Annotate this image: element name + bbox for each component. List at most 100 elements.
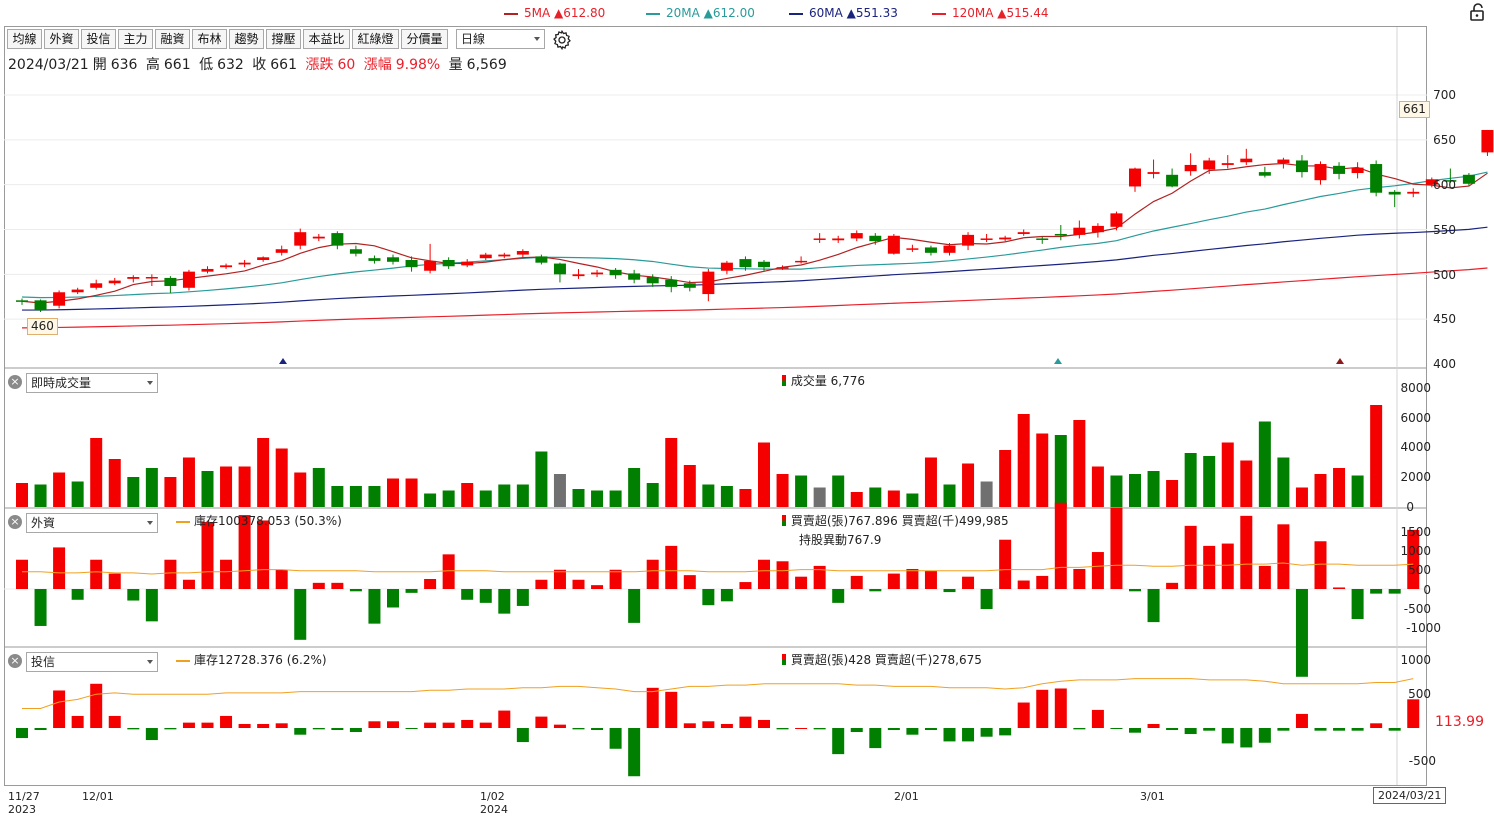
trust-bar <box>1073 728 1086 730</box>
pe-ratio-button[interactable]: 本益比 <box>303 29 350 49</box>
candle-body <box>1462 174 1475 184</box>
candle-body <box>1166 174 1179 187</box>
volume-bar <box>999 450 1012 507</box>
close-volume-panel-icon[interactable]: × <box>8 375 22 389</box>
trust-bar <box>1110 728 1123 729</box>
trust-bar <box>71 715 84 728</box>
volume-bar <box>349 486 362 507</box>
volume-bar <box>312 468 325 507</box>
volume-bar <box>535 451 548 507</box>
foreign-bar <box>1203 545 1216 589</box>
trust-bar <box>1129 728 1141 733</box>
period-select[interactable]: 日線 <box>456 29 545 49</box>
trust-bar <box>980 728 993 737</box>
foreign-bar <box>479 589 492 603</box>
trust-bar <box>1333 728 1346 731</box>
foreign-panel-select[interactable]: 外資 <box>26 513 158 533</box>
volume-bar <box>906 493 919 507</box>
ma60-line <box>22 226 1488 311</box>
support-resistance-button[interactable]: 撐壓 <box>266 29 301 49</box>
trust-bar <box>479 722 492 728</box>
trust-net: 買賣超(張)428 買賣超(千)278,675 <box>790 653 982 667</box>
unlock-icon[interactable] <box>1470 3 1486 21</box>
volume-bar <box>702 484 715 507</box>
trust-bar <box>1036 689 1049 728</box>
low-price-tag: 460 <box>27 318 58 335</box>
signal-marker <box>279 358 287 364</box>
volume-bar <box>850 492 863 507</box>
volume-bar <box>424 493 437 507</box>
trust-side-value: 113.99 <box>1435 714 1484 730</box>
foreign-button[interactable]: 外資 <box>44 29 79 49</box>
candle-body <box>572 274 585 277</box>
candle-body <box>1351 167 1364 174</box>
trust-bar <box>1277 728 1290 731</box>
volume-profile-button[interactable]: 分價量 <box>401 29 448 49</box>
ma120-swatch <box>932 12 946 15</box>
candle-body <box>924 247 937 253</box>
ma120-line <box>21 267 1488 329</box>
trust-bar <box>220 715 233 728</box>
foreign-bar <box>498 589 511 614</box>
volume-bar <box>368 486 381 507</box>
close-trust-panel-icon[interactable]: × <box>8 654 22 668</box>
foreign-bar <box>572 579 585 589</box>
ma20-swatch <box>646 12 660 15</box>
foreign-bar <box>1073 568 1086 589</box>
candle-body <box>1314 164 1327 181</box>
volume-bar <box>962 463 975 507</box>
volume-bar <box>609 490 622 507</box>
volume-bar <box>1166 480 1179 507</box>
trend-button[interactable]: 趨勢 <box>229 29 264 49</box>
foreign-bar <box>34 589 47 626</box>
candle-body <box>609 269 622 276</box>
candle-body <box>887 235 900 254</box>
candle-body <box>71 289 84 293</box>
trust-bar <box>1351 728 1364 731</box>
change-label: 漲跌 <box>305 57 334 73</box>
trust-bar <box>405 728 418 729</box>
candle-body <box>182 271 195 288</box>
trust-bar <box>331 728 344 731</box>
inventory-line-swatch <box>176 520 190 523</box>
volume-bar <box>1147 471 1160 507</box>
candle-body <box>53 292 66 306</box>
volume-bar <box>275 448 288 507</box>
trust-axis-label: -500 <box>1408 754 1436 768</box>
date-label-line1: 1/02 <box>480 790 505 803</box>
volume-axis-label: 0 <box>1406 500 1414 514</box>
gear-icon[interactable] <box>551 29 573 51</box>
trust-axis-label: 500 <box>1408 687 1431 701</box>
candle-body <box>294 232 307 246</box>
foreign-axis-label: -1000 <box>1406 621 1441 635</box>
foreign-bar <box>182 579 195 589</box>
trust-bar <box>869 728 882 749</box>
trust-button[interactable]: 投信 <box>81 29 116 49</box>
foreign-bar <box>127 589 140 601</box>
foreign-bar <box>906 568 919 589</box>
trust-bar <box>739 716 752 728</box>
candle-body <box>553 263 566 275</box>
volume-bar <box>1073 420 1086 507</box>
candle-body <box>962 234 975 246</box>
trust-bar <box>572 728 585 730</box>
foreign-bar <box>887 573 900 589</box>
date-label: 3/01 <box>1140 790 1165 803</box>
bollinger-button[interactable]: 布林 <box>192 29 227 49</box>
candle-body <box>1407 191 1420 194</box>
traffic-light-button[interactable]: 紅綠燈 <box>352 29 399 49</box>
volume-bar <box>1036 433 1049 507</box>
volume-panel-select[interactable]: 即時成交量 <box>26 373 158 393</box>
ma-button[interactable]: 均線 <box>7 29 42 49</box>
foreign-bar <box>1110 507 1123 589</box>
foreign-bar <box>924 570 937 589</box>
volume-bar <box>832 475 845 507</box>
trust-panel-select[interactable]: 投信 <box>26 652 158 672</box>
margin-button[interactable]: 融資 <box>155 29 190 49</box>
close-foreign-panel-icon[interactable]: × <box>8 515 22 529</box>
candle-body <box>739 259 752 268</box>
main-force-button[interactable]: 主力 <box>118 29 153 49</box>
candle-body <box>349 249 362 254</box>
volume-bar <box>795 475 808 507</box>
